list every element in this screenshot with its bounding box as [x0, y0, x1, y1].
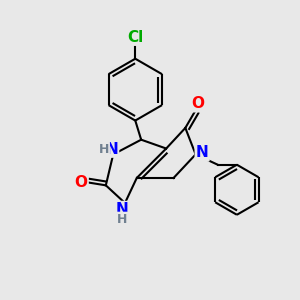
Text: N: N: [105, 142, 118, 157]
Text: N: N: [116, 202, 128, 217]
Text: H: H: [117, 213, 127, 226]
Text: O: O: [191, 96, 205, 111]
Text: Cl: Cl: [127, 30, 143, 45]
Text: H: H: [99, 142, 109, 156]
Text: N: N: [196, 146, 208, 160]
Text: O: O: [75, 175, 88, 190]
